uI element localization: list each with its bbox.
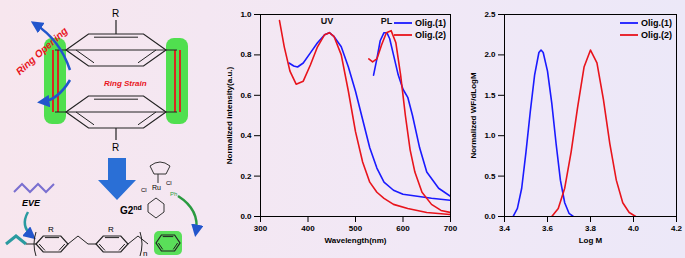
html-text:Olig.(1): Olig.(1) — [641, 18, 672, 28]
svg-text:Ring Opening: Ring Opening — [14, 25, 70, 77]
svg-text:3.8: 3.8 — [585, 224, 597, 233]
svg-text:Ph: Ph — [170, 191, 177, 197]
svg-text:1.0: 1.0 — [240, 10, 252, 19]
svg-text:700: 700 — [444, 224, 458, 233]
svg-text:n: n — [143, 249, 147, 258]
svg-text:2.5: 2.5 — [484, 10, 496, 19]
svg-text:EVE: EVE — [22, 198, 41, 208]
svg-text:R: R — [112, 8, 119, 19]
html-text:Olig.(2): Olig.(2) — [415, 30, 446, 40]
svg-text:3.6: 3.6 — [542, 224, 554, 233]
svg-text:Normalized intensity(a.u.): Normalized intensity(a.u.) — [225, 66, 234, 164]
svg-text:Ring Strain: Ring Strain — [104, 79, 147, 88]
svg-text:UV: UV — [321, 16, 334, 26]
svg-text:4.0: 4.0 — [628, 224, 640, 233]
svg-text:R: R — [48, 225, 54, 234]
svg-text:R: R — [112, 142, 119, 153]
svg-text:0.6: 0.6 — [240, 91, 252, 100]
html-text:Olig.(1): Olig.(1) — [415, 18, 446, 28]
svg-text:G2nd: G2nd — [120, 204, 142, 216]
svg-text:Log M: Log M — [579, 236, 603, 245]
svg-text:0.8: 0.8 — [240, 50, 252, 59]
svg-text:400: 400 — [301, 224, 315, 233]
svg-text:0.0: 0.0 — [240, 212, 252, 221]
svg-text:4.2: 4.2 — [671, 224, 683, 233]
svg-text:0.5: 0.5 — [484, 172, 496, 181]
svg-text:0.4: 0.4 — [240, 131, 252, 140]
svg-text:PL: PL — [381, 16, 393, 26]
svg-text:Cl: Cl — [166, 180, 172, 186]
svg-text:1.0: 1.0 — [484, 131, 496, 140]
svg-text:R: R — [108, 225, 114, 234]
svg-text:2.0: 2.0 — [484, 50, 496, 59]
svg-text:300: 300 — [254, 224, 268, 233]
svg-text:3.4: 3.4 — [499, 224, 511, 233]
svg-text:Wavelength(nm): Wavelength(nm) — [325, 236, 387, 245]
svg-text:Cl: Cl — [141, 187, 147, 193]
svg-text:0.2: 0.2 — [240, 172, 252, 181]
svg-text:500: 500 — [349, 224, 363, 233]
html-text:Olig.(2): Olig.(2) — [641, 30, 672, 40]
svg-text:Ru: Ru — [152, 184, 161, 191]
svg-text:0.0: 0.0 — [484, 212, 496, 221]
svg-text:1.5: 1.5 — [484, 91, 496, 100]
svg-text:600: 600 — [396, 224, 410, 233]
svg-text:Normalized WF/dLogM: Normalized WF/dLogM — [469, 72, 478, 159]
